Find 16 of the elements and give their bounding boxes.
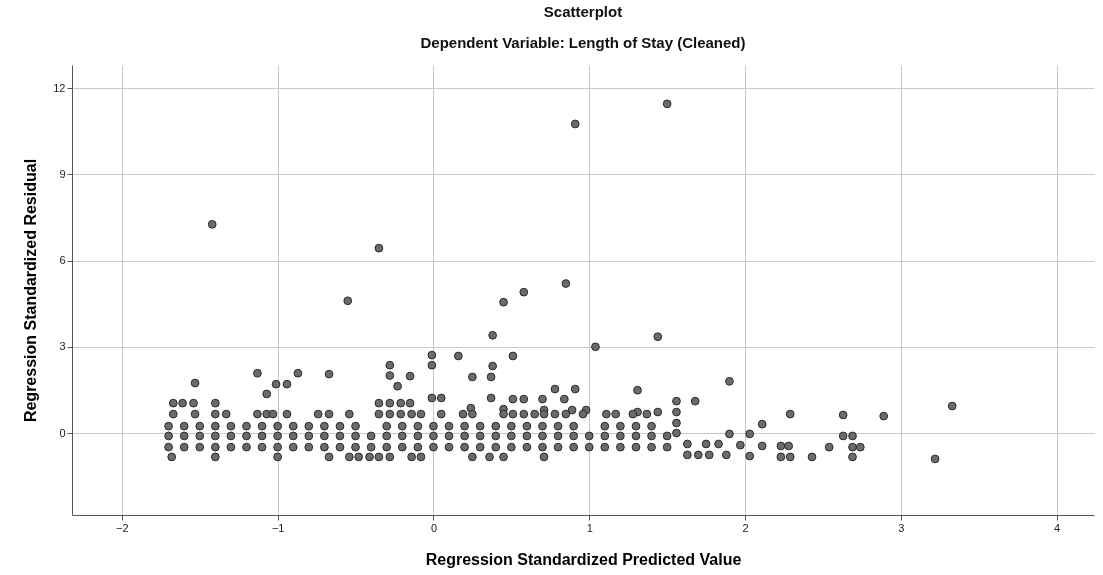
y-axis-title: Regression Standardized Residual xyxy=(22,158,40,423)
chart-title: Scatterplot xyxy=(543,3,623,20)
y-tick-label: 6 xyxy=(59,254,66,267)
y-tick-label: 0 xyxy=(59,426,66,439)
y-tick-label: 12 xyxy=(53,81,66,94)
x-tick-label: 3 xyxy=(898,521,905,534)
y-tick-label: 3 xyxy=(59,340,66,353)
x-axis-title: Regression Standardized Predicted Value xyxy=(425,550,742,568)
x-tick-label: 0 xyxy=(430,521,437,534)
x-tick-label: 1 xyxy=(586,521,593,534)
chart-subtitle: Dependent Variable: Length of Stay (Cleaned) xyxy=(420,34,746,51)
x-tick-label: 4 xyxy=(1054,521,1061,534)
y-tick-label: 9 xyxy=(59,167,66,180)
x-tick-label: −2 xyxy=(116,521,129,534)
x-tick-label: 2 xyxy=(742,521,749,534)
x-tick-label: −1 xyxy=(271,521,285,534)
